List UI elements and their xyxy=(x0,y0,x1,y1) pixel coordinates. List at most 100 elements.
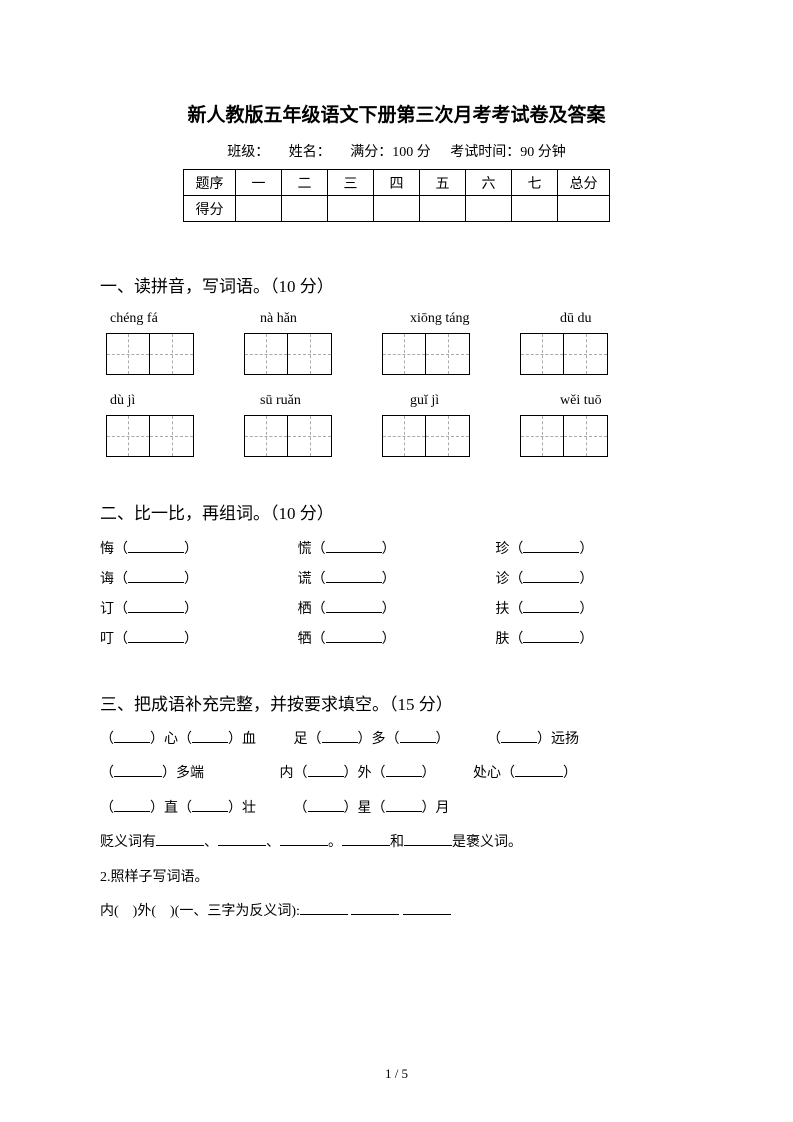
score-cell[interactable] xyxy=(558,196,610,222)
score-cell[interactable] xyxy=(512,196,558,222)
blank-field[interactable] xyxy=(128,599,184,613)
info-line: 班级： 姓名： 满分：100 分 考试时间：90 分钟 xyxy=(100,141,693,161)
blank-field[interactable] xyxy=(386,763,422,777)
compare-item: 诲（） xyxy=(100,568,298,588)
compare-item: 珍（） xyxy=(495,538,693,558)
blank-field[interactable] xyxy=(128,569,184,583)
full-score-label: 满分：100 分 xyxy=(350,145,431,160)
compare-item: 订（） xyxy=(100,598,298,618)
score-col: 四 xyxy=(374,170,420,196)
blank-field[interactable] xyxy=(326,599,382,613)
compare-item: 牺（） xyxy=(298,628,496,648)
score-cell[interactable] xyxy=(282,196,328,222)
compare-item: 栖（） xyxy=(298,598,496,618)
score-cell[interactable] xyxy=(374,196,420,222)
blank-field[interactable] xyxy=(218,832,266,846)
blank-field[interactable] xyxy=(326,629,382,643)
char-box[interactable] xyxy=(106,415,194,457)
connotation-line: 贬义词有、、。和是褒义词。 xyxy=(100,832,693,854)
char-box[interactable] xyxy=(382,333,470,375)
score-cell[interactable] xyxy=(328,196,374,222)
blank-field[interactable] xyxy=(404,832,452,846)
blank-field[interactable] xyxy=(351,901,399,915)
score-col: 一 xyxy=(236,170,282,196)
blank-field[interactable] xyxy=(308,798,344,812)
blank-field[interactable] xyxy=(114,798,150,812)
blank-field[interactable] xyxy=(342,832,390,846)
example-label: 2.照样子写词语。 xyxy=(100,867,693,889)
blank-field[interactable] xyxy=(326,539,382,553)
score-col: 总分 xyxy=(558,170,610,196)
section2-heading: 二、比一比，再组词。（10 分） xyxy=(100,499,693,524)
pinyin-row: dù jì sū ruǎn guǐ jì wěi tuō xyxy=(110,393,693,409)
blank-field[interactable] xyxy=(523,569,579,583)
blank-field[interactable] xyxy=(192,798,228,812)
blank-field[interactable] xyxy=(192,729,228,743)
score-col: 六 xyxy=(466,170,512,196)
compare-item: 叮（） xyxy=(100,628,298,648)
char-box[interactable] xyxy=(244,333,332,375)
pinyin-label: dù jì xyxy=(110,393,210,409)
idiom-line: （）直（）壮 （）星（）月 xyxy=(100,798,693,820)
name-label: 姓名： xyxy=(289,145,331,160)
score-row-label: 得分 xyxy=(184,196,236,222)
compare-item: 悔（） xyxy=(100,538,298,558)
score-col: 二 xyxy=(282,170,328,196)
compare-item: 慌（） xyxy=(298,538,496,558)
score-col: 七 xyxy=(512,170,558,196)
blank-field[interactable] xyxy=(523,539,579,553)
score-cell[interactable] xyxy=(236,196,282,222)
pinyin-label: sū ruǎn xyxy=(260,393,360,409)
blank-field[interactable] xyxy=(523,599,579,613)
blank-field[interactable] xyxy=(156,832,204,846)
score-cell[interactable] xyxy=(420,196,466,222)
blank-field[interactable] xyxy=(128,539,184,553)
score-col: 五 xyxy=(420,170,466,196)
char-box[interactable] xyxy=(520,415,608,457)
idiom-line: （）心（）血 足（）多（） （）远扬 xyxy=(100,729,693,751)
page-footer: 1 / 5 xyxy=(0,1066,793,1082)
blank-field[interactable] xyxy=(386,798,422,812)
blank-field[interactable] xyxy=(280,832,328,846)
compare-item: 谎（） xyxy=(298,568,496,588)
table-row: 题序 一 二 三 四 五 六 七 总分 xyxy=(184,170,610,196)
example-line: 内( )外( )(一、三字为反义词): xyxy=(100,901,693,923)
class-label: 班级： xyxy=(227,145,269,160)
blank-field[interactable] xyxy=(523,629,579,643)
char-box[interactable] xyxy=(106,333,194,375)
pinyin-label: guǐ jì xyxy=(410,393,510,409)
blank-field[interactable] xyxy=(322,729,358,743)
pinyin-label: wěi tuō xyxy=(560,393,660,409)
blank-field[interactable] xyxy=(308,763,344,777)
page-title: 新人教版五年级语文下册第三次月考考试卷及答案 xyxy=(100,100,693,127)
char-box-row xyxy=(106,333,693,375)
pinyin-row: chéng fá nà hǎn xiōng táng dū du xyxy=(110,311,693,327)
blank-field[interactable] xyxy=(501,729,537,743)
blank-field[interactable] xyxy=(300,901,348,915)
char-box[interactable] xyxy=(244,415,332,457)
blank-field[interactable] xyxy=(326,569,382,583)
compare-row: 悔（） 慌（） 珍（） xyxy=(100,538,693,558)
compare-item: 扶（） xyxy=(495,598,693,618)
section1-heading: 一、读拼音，写词语。（10 分） xyxy=(100,272,693,297)
blank-field[interactable] xyxy=(114,763,162,777)
blank-field[interactable] xyxy=(515,763,563,777)
char-box[interactable] xyxy=(520,333,608,375)
char-box[interactable] xyxy=(382,415,470,457)
score-col: 三 xyxy=(328,170,374,196)
compare-row: 诲（） 谎（） 诊（） xyxy=(100,568,693,588)
time-label: 考试时间：90 分钟 xyxy=(450,145,566,160)
blank-field[interactable] xyxy=(403,901,451,915)
pinyin-label: chéng fá xyxy=(110,311,210,327)
score-table: 题序 一 二 三 四 五 六 七 总分 得分 xyxy=(183,169,610,222)
table-row: 得分 xyxy=(184,196,610,222)
pinyin-label: xiōng táng xyxy=(410,311,510,327)
compare-row: 订（） 栖（） 扶（） xyxy=(100,598,693,618)
pinyin-label: dū du xyxy=(560,311,660,327)
compare-item: 肤（） xyxy=(495,628,693,648)
blank-field[interactable] xyxy=(400,729,436,743)
blank-field[interactable] xyxy=(114,729,150,743)
pinyin-label: nà hǎn xyxy=(260,311,360,327)
score-cell[interactable] xyxy=(466,196,512,222)
blank-field[interactable] xyxy=(128,629,184,643)
